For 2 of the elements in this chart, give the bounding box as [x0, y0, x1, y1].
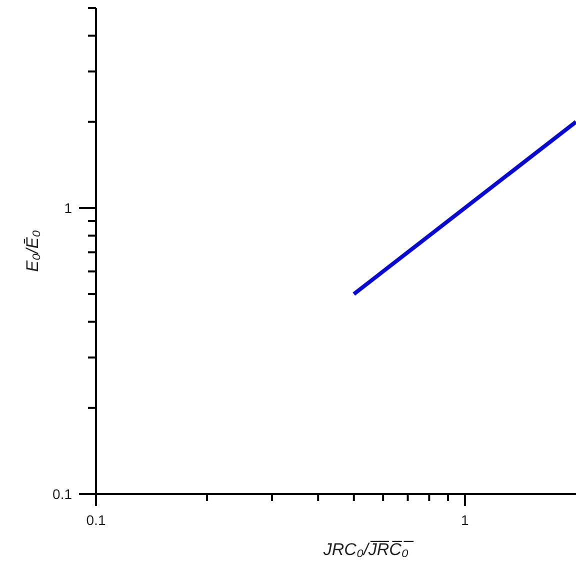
x-axis-title: JRC₀/J̅R̅C̅₀̅ [322, 540, 415, 559]
y-axis-title: E₀/Ē₀ [23, 230, 42, 272]
